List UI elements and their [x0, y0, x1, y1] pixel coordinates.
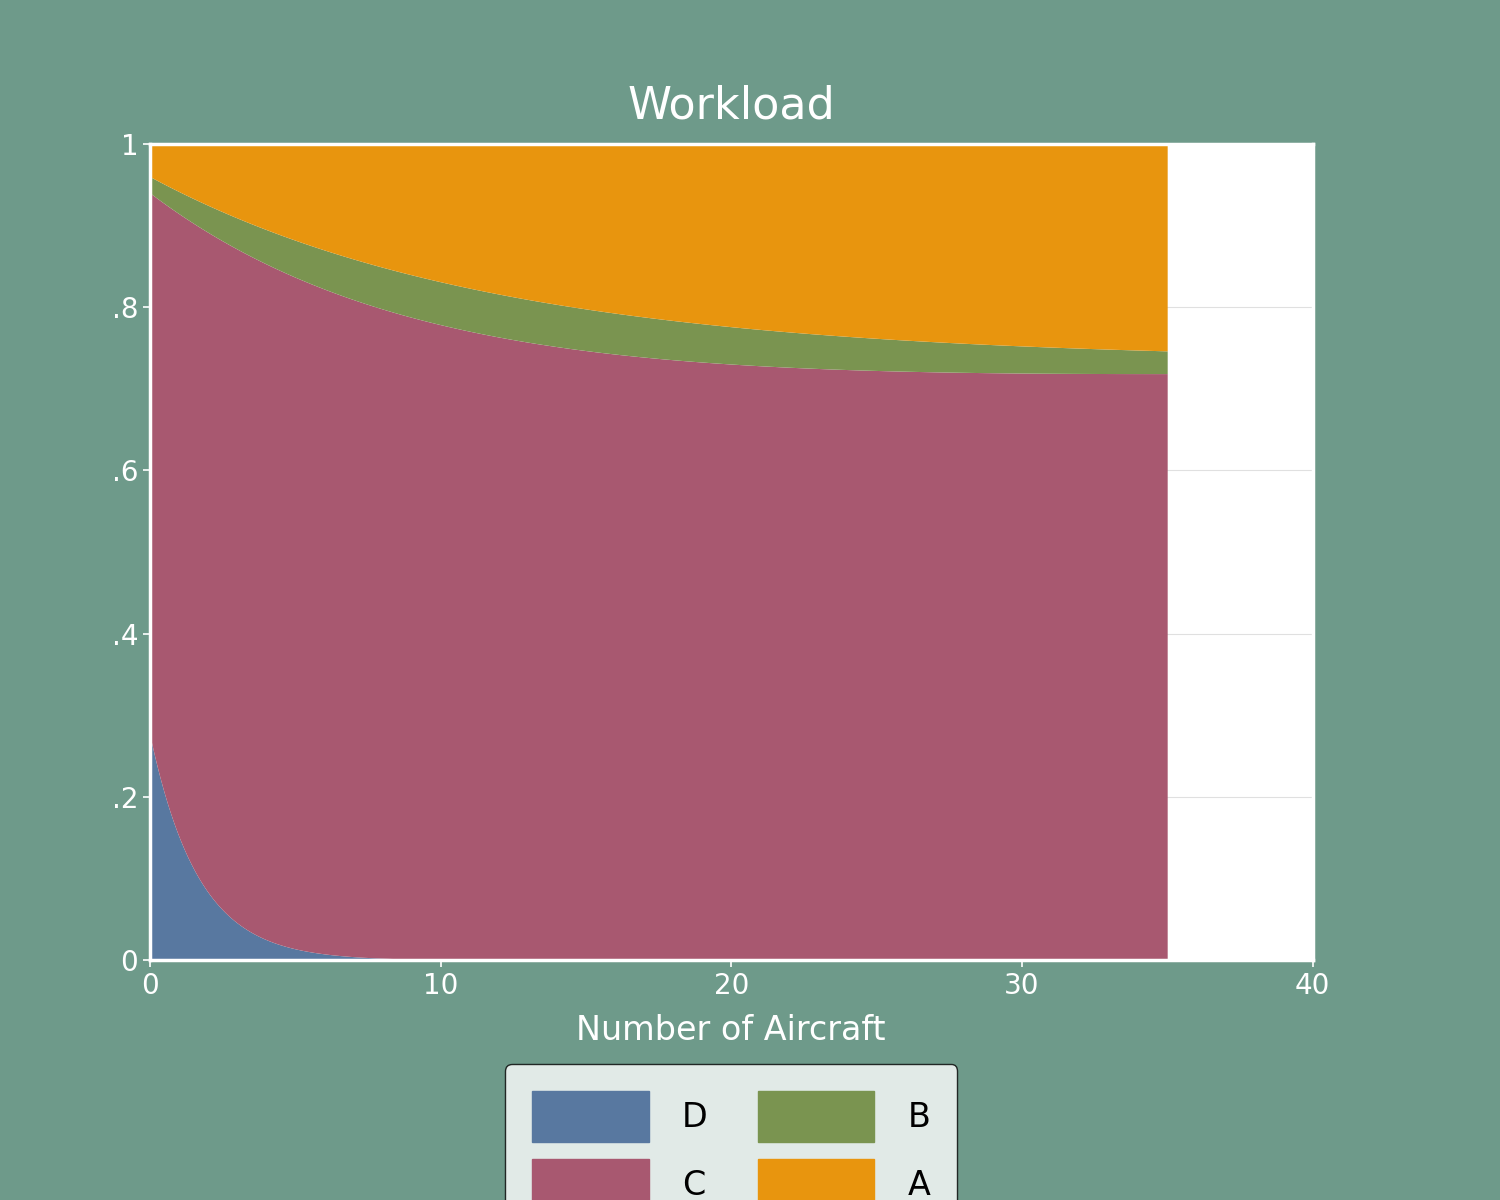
X-axis label: Number of Aircraft: Number of Aircraft	[576, 1014, 886, 1046]
Legend: D, C, B, A: D, C, B, A	[506, 1064, 957, 1200]
Title: Workload: Workload	[627, 85, 836, 128]
